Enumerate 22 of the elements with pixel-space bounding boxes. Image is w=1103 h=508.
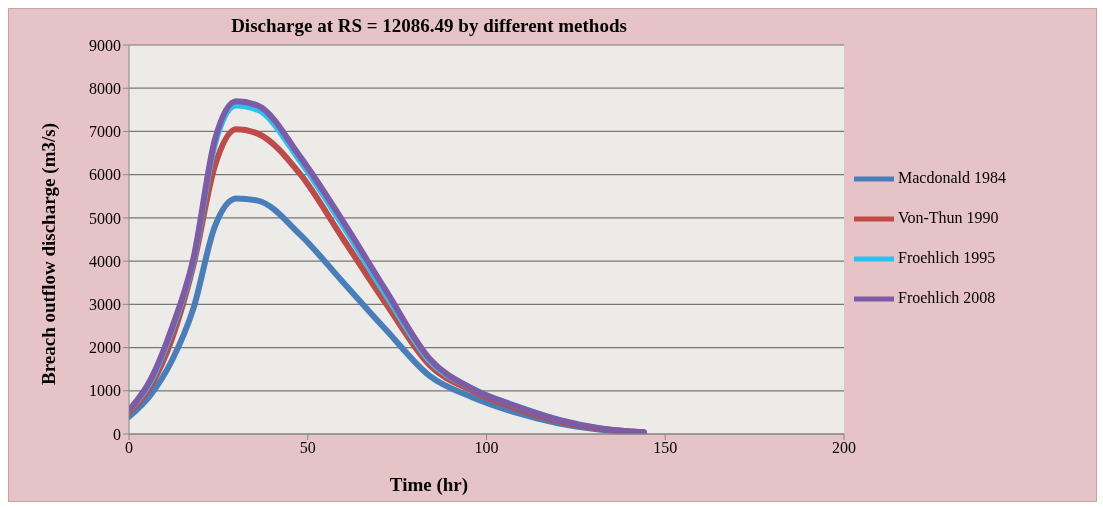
legend-label: Froehlich 2008 [898,288,996,306]
x-tick-label: 0 [125,439,133,457]
x-axis-title: Time (hr) [388,474,470,496]
legend-label: Froehlich 1995 [898,248,996,266]
y-tick-label: 5000 [89,209,121,227]
y-tick-label: 9000 [89,36,121,54]
x-tick-label: 100 [474,439,499,457]
y-tick-label: 0 [113,425,121,443]
y-tick-label: 2000 [89,339,121,357]
x-tick-label: 150 [653,439,678,457]
legend-label: Von-Thun 1990 [898,208,999,226]
legend-label: Macdonald 1984 [898,168,1006,186]
x-tick-label: 50 [299,439,316,457]
y-tick-label: 3000 [89,296,121,314]
y-axis-title: Breach outflow discharge (m3/s) [38,123,60,385]
y-tick-label: 4000 [89,252,121,270]
y-tick-label: 8000 [89,79,121,97]
y-tick-label: 1000 [89,382,121,400]
chart-title: Discharge at RS = 12086.49 by different methods [230,15,628,37]
y-tick-label: 6000 [89,166,121,184]
x-tick-label: 200 [832,439,857,457]
y-tick-label: 7000 [89,123,121,141]
